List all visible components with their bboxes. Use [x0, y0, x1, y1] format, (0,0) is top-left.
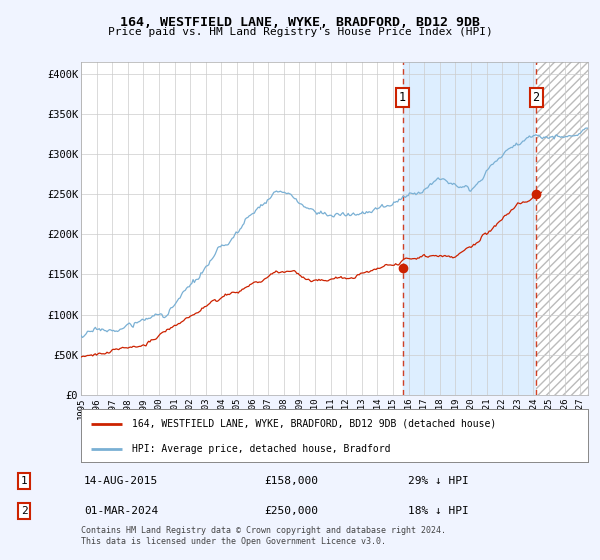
Text: 18% ↓ HPI: 18% ↓ HPI	[408, 506, 469, 516]
Text: 01-MAR-2024: 01-MAR-2024	[84, 506, 158, 516]
Text: Contains HM Land Registry data © Crown copyright and database right 2024.
This d: Contains HM Land Registry data © Crown c…	[81, 526, 446, 546]
Bar	[536, 62, 596, 395]
Text: 2: 2	[532, 91, 539, 104]
Bar	[403, 62, 536, 395]
Text: 1: 1	[399, 91, 406, 104]
Text: £250,000: £250,000	[264, 506, 318, 516]
Text: £158,000: £158,000	[264, 475, 318, 486]
Text: 2: 2	[20, 506, 28, 516]
Text: 1: 1	[20, 475, 28, 486]
Text: 164, WESTFIELD LANE, WYKE, BRADFORD, BD12 9DB (detached house): 164, WESTFIELD LANE, WYKE, BRADFORD, BD1…	[132, 419, 496, 429]
Text: 164, WESTFIELD LANE, WYKE, BRADFORD, BD12 9DB: 164, WESTFIELD LANE, WYKE, BRADFORD, BD1…	[120, 16, 480, 29]
Text: 29% ↓ HPI: 29% ↓ HPI	[408, 475, 469, 486]
Text: HPI: Average price, detached house, Bradford: HPI: Average price, detached house, Brad…	[132, 444, 390, 454]
Bar	[536, 62, 596, 395]
Text: 14-AUG-2015: 14-AUG-2015	[84, 475, 158, 486]
Text: Price paid vs. HM Land Registry's House Price Index (HPI): Price paid vs. HM Land Registry's House …	[107, 27, 493, 37]
